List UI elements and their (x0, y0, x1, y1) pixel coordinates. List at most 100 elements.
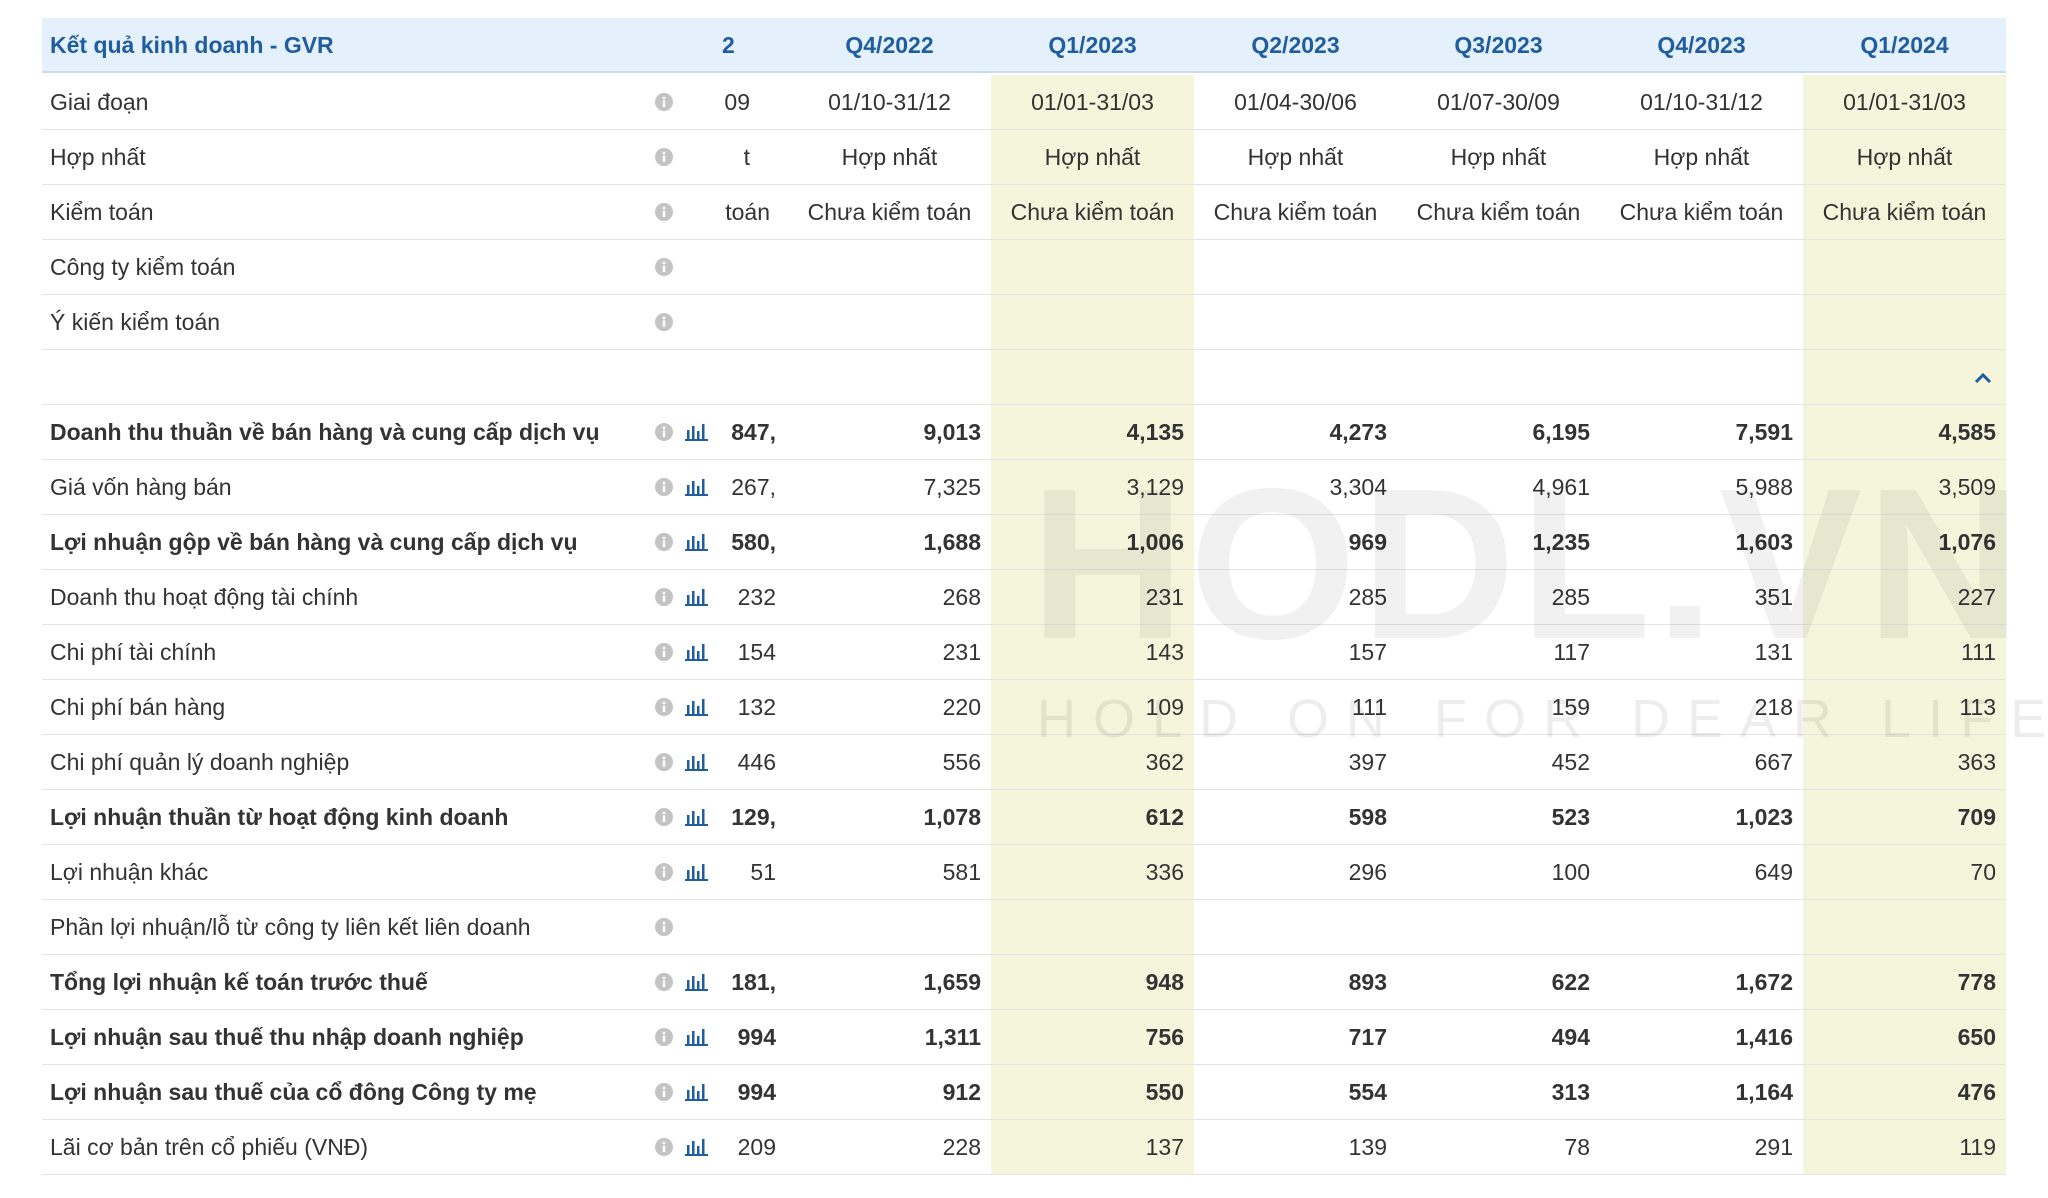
chart-icon[interactable] (684, 422, 710, 442)
value-cell: 523 (1551, 804, 1590, 830)
info-icon[interactable] (654, 1027, 674, 1047)
chart-icon[interactable] (684, 532, 710, 552)
value-cell: 363 (1957, 749, 1996, 775)
partial-cell: 132 (737, 694, 776, 720)
value-cell: Hợp nhất (1044, 144, 1141, 170)
header-bar (42, 18, 2006, 73)
column-header: Q2/2023 (1251, 32, 1340, 58)
row-divider (42, 129, 2006, 130)
info-icon[interactable] (654, 807, 674, 827)
info-icon[interactable] (654, 147, 674, 167)
value-cell: Chưa kiểm toán (1619, 199, 1784, 225)
value-cell: 452 (1551, 749, 1590, 775)
chart-icon[interactable] (684, 972, 710, 992)
info-icon[interactable] (654, 532, 674, 552)
row-label: Lợi nhuận sau thuế của cổ đông Công ty m… (50, 1079, 537, 1105)
partial-cell: 51 (750, 859, 776, 885)
info-icon[interactable] (654, 312, 674, 332)
info-icon[interactable] (654, 92, 674, 112)
value-cell: 159 (1551, 694, 1590, 720)
info-icon[interactable] (654, 642, 674, 662)
row-label: Ý kiến kiểm toán (50, 309, 221, 335)
value-cell: 893 (1348, 969, 1387, 995)
row-label: Chi phí quản lý doanh nghiệp (50, 749, 350, 775)
row-divider (42, 459, 2006, 460)
value-cell: Hợp nhất (1856, 144, 1953, 170)
value-cell: 01/07-30/09 (1437, 89, 1560, 115)
value-cell: 3,509 (1938, 474, 1996, 500)
row-divider (42, 239, 2006, 240)
value-cell: 111 (1352, 694, 1387, 720)
watermark-logo: HODL.VN (1030, 443, 2026, 684)
value-cell: Hợp nhất (841, 144, 938, 170)
value-cell: 268 (942, 584, 981, 610)
value-cell: Chưa kiểm toán (807, 199, 972, 225)
chart-icon[interactable] (684, 477, 710, 497)
info-icon[interactable] (654, 587, 674, 607)
collapse-toggle[interactable] (1972, 367, 1994, 389)
info-icon[interactable] (654, 917, 674, 937)
value-cell: 285 (1551, 584, 1590, 610)
info-icon[interactable] (654, 752, 674, 772)
value-cell: 3,304 (1329, 474, 1387, 500)
value-cell: 291 (1754, 1134, 1793, 1160)
value-cell: 220 (942, 694, 981, 720)
row-divider (42, 349, 2006, 350)
chart-icon[interactable] (684, 1137, 710, 1157)
chart-icon[interactable] (684, 587, 710, 607)
chart-icon[interactable] (684, 642, 710, 662)
value-cell: 1,076 (1938, 529, 1996, 555)
info-icon[interactable] (654, 862, 674, 882)
partial-cell: ,267 (731, 474, 776, 500)
info-icon[interactable] (654, 697, 674, 717)
chart-icon[interactable] (684, 862, 710, 882)
info-icon[interactable] (654, 972, 674, 992)
row-label: Phần lợi nhuận/lỗ từ công ty liên kết li… (50, 914, 531, 940)
value-cell: 397 (1348, 749, 1387, 775)
chart-icon[interactable] (684, 807, 710, 827)
value-cell: 476 (1957, 1079, 1996, 1105)
value-cell: 157 (1348, 639, 1387, 665)
info-icon[interactable] (654, 477, 674, 497)
info-icon[interactable] (654, 422, 674, 442)
chart-icon[interactable] (684, 752, 710, 772)
info-icon[interactable] (654, 1082, 674, 1102)
partial-cell: 154 (737, 639, 776, 665)
partial-cell: 446 (737, 749, 776, 775)
value-cell: 139 (1348, 1134, 1387, 1160)
row-divider (42, 734, 2006, 735)
info-icon[interactable] (654, 257, 674, 277)
value-cell: 111 (1961, 639, 1996, 665)
highlight-column (991, 75, 1194, 1175)
value-cell: 1,416 (1735, 1024, 1793, 1050)
row-label: Chi phí bán hàng (50, 694, 226, 720)
value-cell: 117 (1553, 639, 1590, 665)
row-divider (42, 679, 2006, 680)
row-label: Kiểm toán (50, 199, 154, 225)
info-icon[interactable] (654, 1137, 674, 1157)
value-cell: Hợp nhất (1247, 144, 1344, 170)
row-label: Lợi nhuận sau thuế thu nhập doanh nghiệp (50, 1024, 524, 1050)
row-label: Lãi cơ bản trên cổ phiếu (VNĐ) (50, 1134, 369, 1160)
top-edge (42, 0, 2006, 3)
row-label: Giai đoạn (50, 89, 149, 115)
chart-icon[interactable] (684, 1027, 710, 1047)
value-cell: 113 (1959, 694, 1996, 720)
value-cell: 7,325 (923, 474, 981, 500)
row-divider (42, 1174, 2006, 1175)
info-icon[interactable] (654, 202, 674, 222)
value-cell: 667 (1754, 749, 1793, 775)
row-divider (42, 569, 2006, 570)
value-cell: 969 (1348, 529, 1387, 555)
chart-icon[interactable] (684, 1082, 710, 1102)
value-cell: 4,585 (1938, 419, 1996, 445)
row-label: Giá vốn hàng bán (50, 474, 232, 500)
row-label: Doanh thu thuần về bán hàng và cung cấp … (50, 419, 600, 445)
value-cell: 109 (1145, 694, 1184, 720)
value-cell: 1,311 (924, 1024, 981, 1050)
chart-icon[interactable] (684, 697, 710, 717)
value-cell: 228 (942, 1134, 981, 1160)
value-cell: Chưa kiểm toán (1213, 199, 1378, 225)
value-cell: 1,023 (1735, 804, 1793, 830)
